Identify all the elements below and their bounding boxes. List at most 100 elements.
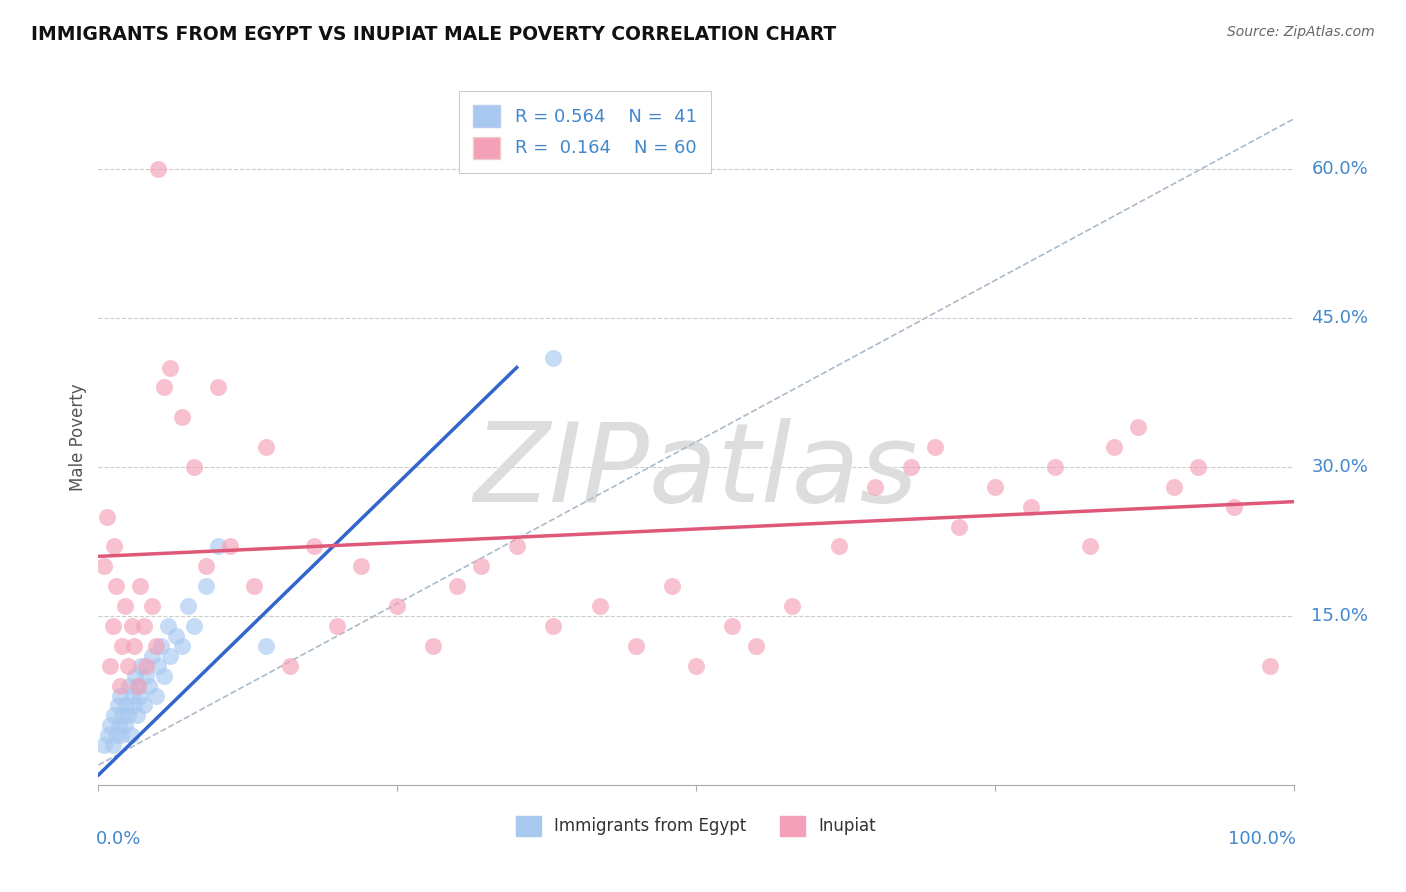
Point: [111, 639, 134, 653]
Point: [125, 708, 148, 723]
Point: [685, 658, 707, 673]
Point: [117, 708, 139, 723]
Point: [470, 559, 492, 574]
Point: [1019, 500, 1042, 514]
Text: 45.0%: 45.0%: [1312, 309, 1368, 326]
Point: [207, 540, 229, 554]
Point: [105, 728, 128, 742]
Legend: Immigrants from Egypt, Inupiat: Immigrants from Egypt, Inupiat: [509, 809, 883, 843]
Point: [661, 579, 683, 593]
Point: [141, 599, 163, 613]
Point: [183, 619, 205, 633]
Point: [177, 599, 200, 613]
Point: [1128, 420, 1150, 434]
Point: [108, 679, 131, 693]
Point: [506, 540, 529, 554]
Point: [129, 689, 152, 703]
Point: [98, 718, 122, 732]
Point: [172, 639, 194, 653]
Point: [721, 619, 744, 633]
Point: [148, 161, 170, 176]
Point: [120, 728, 142, 742]
Point: [138, 679, 160, 693]
Point: [195, 579, 218, 593]
Text: 0.0%: 0.0%: [96, 830, 142, 848]
Point: [541, 351, 564, 365]
Text: 60.0%: 60.0%: [1312, 160, 1368, 178]
Point: [93, 559, 115, 574]
Point: [422, 639, 444, 653]
Point: [105, 579, 128, 593]
Text: IMMIGRANTS FROM EGYPT VS INUPIAT MALE POVERTY CORRELATION CHART: IMMIGRANTS FROM EGYPT VS INUPIAT MALE PO…: [31, 25, 837, 44]
Point: [124, 668, 146, 682]
Point: [326, 619, 349, 633]
Point: [149, 639, 172, 653]
Point: [254, 440, 277, 454]
Point: [541, 619, 564, 633]
Y-axis label: Male Poverty: Male Poverty: [69, 384, 87, 491]
Point: [865, 480, 887, 494]
Point: [103, 708, 125, 723]
Point: [121, 689, 143, 703]
Point: [103, 540, 125, 554]
Point: [115, 698, 138, 713]
Point: [278, 658, 301, 673]
Point: [101, 619, 124, 633]
Point: [1080, 540, 1102, 554]
Point: [127, 679, 149, 693]
Point: [243, 579, 266, 593]
Point: [145, 639, 167, 653]
Point: [107, 718, 129, 732]
Point: [93, 738, 115, 752]
Point: [96, 509, 118, 524]
Point: [111, 708, 134, 723]
Point: [148, 658, 170, 673]
Point: [780, 599, 803, 613]
Point: [446, 579, 468, 593]
Point: [110, 728, 132, 742]
Text: 30.0%: 30.0%: [1312, 458, 1368, 476]
Point: [183, 459, 205, 474]
Text: 100.0%: 100.0%: [1227, 830, 1296, 848]
Point: [153, 380, 176, 394]
Point: [828, 540, 851, 554]
Text: ZIPatlas: ZIPatlas: [474, 418, 918, 525]
Point: [101, 738, 124, 752]
Point: [131, 658, 153, 673]
Point: [114, 718, 136, 732]
Point: [153, 668, 176, 682]
Point: [124, 639, 146, 653]
Point: [118, 679, 141, 693]
Point: [124, 698, 146, 713]
Point: [97, 728, 120, 742]
Point: [114, 599, 136, 613]
Point: [1043, 459, 1066, 474]
Point: [745, 639, 768, 653]
Point: [107, 698, 129, 713]
Point: [948, 519, 970, 533]
Point: [135, 668, 157, 682]
Point: [385, 599, 409, 613]
Point: [1258, 658, 1281, 673]
Text: 15.0%: 15.0%: [1312, 607, 1368, 625]
Point: [121, 619, 143, 633]
Point: [626, 639, 648, 653]
Point: [135, 658, 157, 673]
Point: [159, 648, 181, 663]
Point: [129, 579, 152, 593]
Point: [1223, 500, 1246, 514]
Point: [156, 619, 179, 633]
Point: [254, 639, 277, 653]
Point: [1163, 480, 1185, 494]
Point: [1104, 440, 1126, 454]
Point: [127, 679, 149, 693]
Point: [1187, 459, 1209, 474]
Point: [900, 459, 922, 474]
Point: [159, 360, 181, 375]
Point: [350, 559, 373, 574]
Point: [589, 599, 612, 613]
Text: Source: ZipAtlas.com: Source: ZipAtlas.com: [1227, 25, 1375, 39]
Point: [141, 648, 163, 663]
Point: [207, 380, 229, 394]
Point: [132, 698, 155, 713]
